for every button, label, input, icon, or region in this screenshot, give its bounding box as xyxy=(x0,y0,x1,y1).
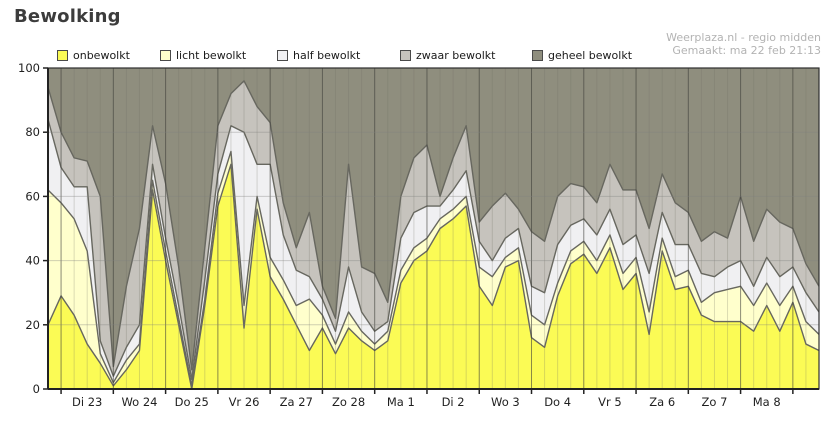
legend-swatch-half-bewolkt xyxy=(277,49,288,61)
legend-swatch-geheel-bewolkt xyxy=(532,49,543,61)
svg-text:Za 27: Za 27 xyxy=(280,395,313,409)
svg-text:20: 20 xyxy=(25,318,40,332)
svg-text:Do 4: Do 4 xyxy=(544,395,571,409)
svg-text:Di 23: Di 23 xyxy=(72,395,102,409)
legend-label: licht bewolkt xyxy=(176,48,247,62)
watermark-generated: Gemaakt: ma 22 feb 21:13 xyxy=(672,44,821,57)
legend-item-onbewolkt: onbewolkt xyxy=(57,48,130,62)
svg-text:80: 80 xyxy=(25,125,40,139)
svg-text:Wo 24: Wo 24 xyxy=(121,395,157,409)
svg-text:Vr 5: Vr 5 xyxy=(598,395,622,409)
legend-swatch-onbewolkt xyxy=(57,49,68,61)
svg-text:60: 60 xyxy=(25,189,40,203)
legend-label: onbewolkt xyxy=(73,48,130,62)
legend-item-half-bewolkt: half bewolkt xyxy=(277,48,360,62)
legend-label: half bewolkt xyxy=(293,48,361,62)
legend-label: geheel bewolkt xyxy=(548,48,633,62)
svg-text:100: 100 xyxy=(18,61,40,75)
svg-text:Vr 26: Vr 26 xyxy=(229,395,260,409)
legend-item-licht-bewolkt: licht bewolkt xyxy=(160,48,246,62)
svg-text:Zo 7: Zo 7 xyxy=(702,395,728,409)
svg-text:Ma 8: Ma 8 xyxy=(753,395,781,409)
chart-legend: onbewolkt licht bewolkt half bewolkt zwa… xyxy=(0,48,827,64)
svg-text:Za 6: Za 6 xyxy=(649,395,675,409)
svg-text:Ma 1: Ma 1 xyxy=(387,395,415,409)
chart-title: Bewolking xyxy=(14,6,121,27)
svg-text:Di 2: Di 2 xyxy=(442,395,465,409)
legend-swatch-zwaar-bewolkt xyxy=(400,49,411,61)
legend-label: zwaar bewolkt xyxy=(416,48,496,62)
svg-text:Zo 28: Zo 28 xyxy=(332,395,365,409)
legend-item-zwaar-bewolkt: zwaar bewolkt xyxy=(400,48,496,62)
watermark: Weerplaza.nl - regio midden Gemaakt: ma … xyxy=(666,31,821,57)
svg-text:Do 25: Do 25 xyxy=(175,395,209,409)
svg-text:0: 0 xyxy=(33,382,40,396)
legend-swatch-licht-bewolkt xyxy=(160,49,171,61)
legend-item-geheel-bewolkt: geheel bewolkt xyxy=(532,48,632,62)
svg-text:Wo 3: Wo 3 xyxy=(491,395,520,409)
svg-text:40: 40 xyxy=(25,254,40,268)
watermark-source: Weerplaza.nl - regio midden xyxy=(666,31,821,44)
